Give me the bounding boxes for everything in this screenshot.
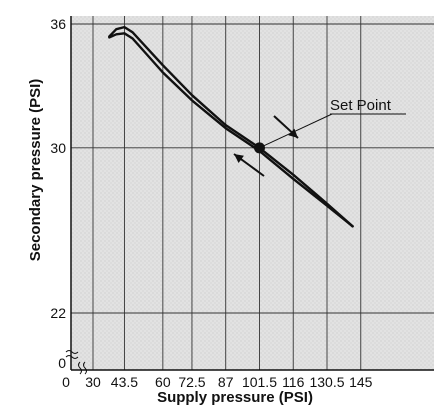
x-tick-label: 0 — [62, 374, 70, 390]
x-axis-label: Supply pressure (PSI) — [157, 389, 313, 406]
x-tick-label: 130.5 — [309, 374, 344, 390]
x-tick-label: 87 — [218, 374, 234, 390]
y-tick-label: 36 — [50, 16, 66, 32]
x-tick-label: 72.5 — [178, 374, 205, 390]
x-tick-label: 145 — [349, 374, 373, 390]
x-tick-label: 30 — [85, 374, 101, 390]
arrow-decreasing-head — [234, 154, 244, 163]
set-point-label: Set Point — [330, 97, 392, 114]
x-tick-labels: 0 30 43.5 60 72.5 87 101.5 116 130.5 145 — [62, 374, 373, 390]
series-line-1 — [108, 25, 354, 228]
horizontal-grid-lines — [71, 23, 434, 314]
set-point-marker — [253, 142, 265, 154]
x-tick-label: 101.5 — [242, 374, 277, 390]
x-tick-label: 60 — [155, 374, 171, 390]
x-axis-break-mark — [78, 361, 87, 375]
direction-arrows — [233, 115, 299, 177]
series-layer — [108, 25, 354, 228]
y-tick-labels: 0 22 30 36 — [50, 16, 66, 371]
x-tick-label: 116 — [282, 374, 305, 390]
series-line-2 — [108, 32, 354, 228]
axis-break-marks — [65, 350, 87, 375]
y-axis-label: Secondary pressure (PSI) — [27, 79, 44, 262]
y-tick-label: 22 — [50, 305, 66, 321]
vertical-grid-lines — [92, 16, 362, 370]
plot-area-background — [71, 16, 434, 370]
set-point-leader-line — [259, 113, 333, 149]
y-tick-label: 30 — [50, 140, 66, 156]
x-tick-label: 43.5 — [111, 374, 138, 390]
y-tick-label: 0 — [58, 355, 66, 371]
y-axis-break-mark — [65, 350, 79, 359]
arrow-increasing-head — [288, 128, 298, 138]
